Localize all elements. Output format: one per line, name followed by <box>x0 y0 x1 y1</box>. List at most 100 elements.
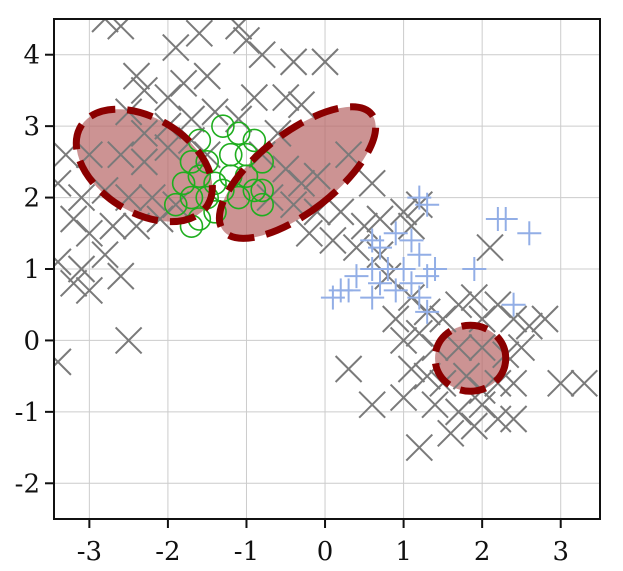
ellipse-outline <box>215 103 380 242</box>
x-tick-label: 2 <box>474 537 491 567</box>
x-marker <box>75 276 104 305</box>
x-marker <box>162 33 190 62</box>
y-tick-label: 4 <box>23 41 40 71</box>
y-tick-label: 1 <box>23 255 40 285</box>
x-marker <box>201 98 229 126</box>
x-marker <box>570 369 598 397</box>
x-marker <box>287 169 316 197</box>
x-marker <box>405 433 434 462</box>
x-marker <box>311 48 339 76</box>
x-marker <box>484 405 512 433</box>
x-marker <box>389 383 418 412</box>
x-marker <box>67 183 96 212</box>
x-marker <box>67 255 96 283</box>
ellipse-fill <box>219 106 376 239</box>
circle-marker <box>242 178 267 203</box>
x-marker <box>287 91 316 119</box>
ellipse-outline-layer <box>72 103 510 395</box>
x-marker <box>272 155 300 183</box>
x-marker <box>130 76 159 105</box>
circle-marker <box>203 200 227 224</box>
x-marker <box>169 69 198 97</box>
x-tick-label: 3 <box>552 537 569 567</box>
x-marker <box>460 283 489 312</box>
x-marker <box>389 326 418 355</box>
x-marker <box>358 391 386 419</box>
plus-marker <box>360 285 385 310</box>
x-marker <box>507 333 536 362</box>
x-marker <box>319 226 347 255</box>
plus-marker <box>517 221 542 246</box>
x-marker <box>122 62 151 90</box>
ellipse-outline <box>72 105 216 226</box>
x-marker <box>146 205 174 233</box>
x-tick-label: -2 <box>155 537 180 567</box>
x-marker <box>468 391 496 419</box>
plus-marker <box>391 257 416 281</box>
plus-marker <box>383 221 408 246</box>
x-marker <box>468 333 496 362</box>
x-marker <box>515 312 544 340</box>
plus-marker <box>344 264 369 289</box>
x-marker <box>421 391 449 419</box>
plus-marker <box>415 192 440 217</box>
x-marker <box>224 19 253 40</box>
x-marker <box>107 262 135 290</box>
x-marker <box>460 412 489 440</box>
x-marker <box>405 319 434 347</box>
x-marker <box>358 169 386 197</box>
x-marker <box>130 148 159 176</box>
x-marker <box>531 305 559 333</box>
x-tick-label: 1 <box>395 537 412 567</box>
circle-marker <box>187 164 212 188</box>
x-marker <box>342 233 371 262</box>
y-tick-label: -2 <box>15 469 40 499</box>
x-marker <box>107 141 135 169</box>
plus-marker <box>383 278 408 303</box>
x-marker <box>240 83 269 112</box>
x-marker <box>138 183 166 212</box>
x-marker <box>366 205 394 233</box>
y-tick-label: 2 <box>23 184 40 214</box>
x-marker <box>295 219 324 247</box>
x-marker <box>91 19 119 33</box>
points-layer <box>54 19 598 462</box>
plus-marker <box>493 207 518 231</box>
plus-marker <box>407 242 432 267</box>
plus-marker <box>415 299 440 324</box>
circle-marker <box>250 178 274 203</box>
x-marker <box>193 62 221 90</box>
x-marker <box>59 269 88 297</box>
x-marker <box>99 212 127 240</box>
circle-marker <box>226 185 251 210</box>
x-marker <box>54 169 72 197</box>
x-marker <box>272 83 300 112</box>
x-marker <box>75 219 104 247</box>
ellipse-outline <box>431 321 510 395</box>
circle-marker <box>211 114 235 138</box>
y-tick-label: -1 <box>15 398 40 428</box>
plus-marker <box>407 285 432 310</box>
x-marker <box>499 405 528 433</box>
x-marker <box>397 355 426 383</box>
ticks: -3 -2 -1 0 1 2 3 -2 -1 0 1 2 3 4 <box>15 41 569 567</box>
plus-marker <box>368 271 393 296</box>
x-marker <box>303 162 331 190</box>
y-tick-label: 3 <box>23 112 40 142</box>
x-marker <box>177 105 206 133</box>
x-marker <box>452 362 481 390</box>
x-marker <box>154 83 182 112</box>
y-tick-label: 0 <box>23 326 40 356</box>
x-marker <box>279 48 308 76</box>
x-marker <box>476 233 504 262</box>
x-marker <box>248 41 276 69</box>
x-tick-label: 0 <box>317 537 334 567</box>
x-marker <box>162 191 190 219</box>
circle-marker <box>163 192 188 217</box>
circle-marker <box>226 121 251 146</box>
grid <box>54 19 600 519</box>
x-marker <box>334 355 363 383</box>
plus-marker <box>399 271 424 296</box>
